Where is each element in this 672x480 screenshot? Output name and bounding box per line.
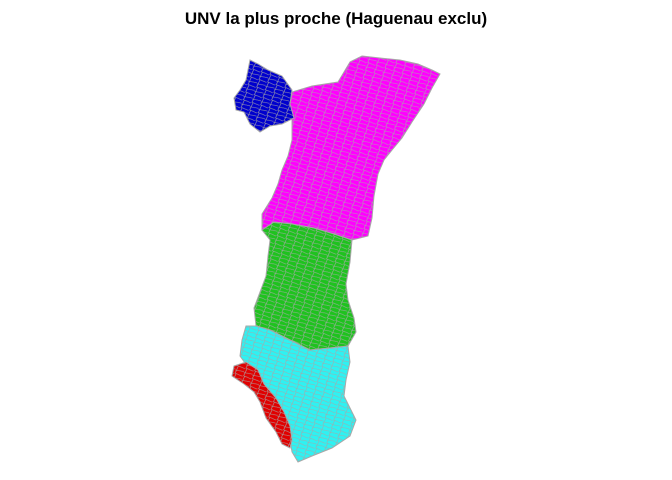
region-magenta (261, 55, 441, 241)
map-title: UNV la plus proche (Haguenau exclu) (184, 9, 488, 28)
region-green (253, 221, 357, 351)
region-cyan (239, 325, 357, 463)
region-red (231, 361, 293, 449)
region-blue (233, 59, 295, 133)
